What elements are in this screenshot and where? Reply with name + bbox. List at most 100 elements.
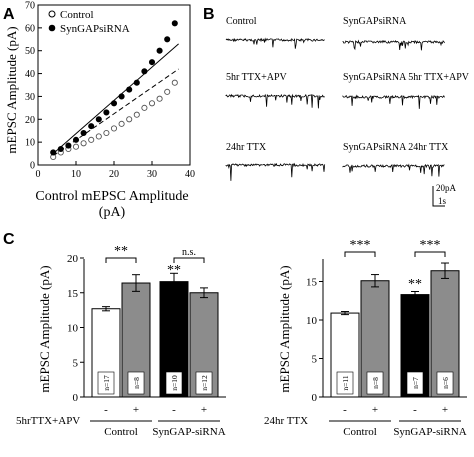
syngap-point [57, 145, 64, 153]
y-tick-label: 60 [25, 23, 35, 34]
n-label: n=6 [441, 377, 450, 389]
panel-letter-b: B [203, 6, 215, 23]
mepsc-trace [225, 93, 325, 109]
y-tick-label: 20 [67, 253, 79, 265]
n-label: n=17 [102, 375, 111, 391]
x-tick-label: 0 [36, 169, 41, 180]
significance-label: *** [420, 238, 441, 253]
legend-marker-syngap [48, 24, 56, 32]
scale-bar-amplitude: 20pA [436, 183, 457, 193]
panel-c-left-treatment-label: 5hrTTX+APV [16, 415, 80, 427]
n-label-box [406, 371, 424, 395]
syngap-point [141, 68, 148, 75]
legend-label-syngap: SynGAPsiRNA [60, 23, 130, 35]
control-point [156, 95, 163, 102]
syngap-point [95, 116, 102, 123]
treatment-mark: - [413, 404, 417, 416]
legend-label-control: Control [60, 9, 94, 21]
control-point [80, 140, 87, 147]
y-tick-label: 5 [312, 354, 318, 366]
mepsc-trace [342, 39, 445, 51]
panel-c-right-bar-chart: 0 5 10 15 n=11 - n=8 + n=7 - n=6 + Control SynGAP-siR… [306, 238, 467, 438]
control-point [171, 79, 178, 86]
x-tick-label: 10 [71, 169, 81, 180]
syngap-point [110, 100, 118, 107]
control-point [88, 136, 95, 143]
n-label: n=8 [371, 377, 380, 389]
treatment-mark: - [172, 404, 176, 416]
panel-a-x-axis-label-line2: (pA) [99, 205, 126, 220]
y-tick-label: 50 [25, 46, 35, 57]
mepsc-trace [225, 37, 325, 49]
syngap-point [80, 129, 87, 137]
n-label: n=12 [200, 375, 209, 391]
y-tick-label: 15 [306, 277, 318, 289]
fit-line-solid [52, 43, 179, 154]
y-tick-label: 40 [25, 69, 35, 80]
trace-label-control-24hr: 24hr TTX [226, 142, 267, 153]
treatment-mark: - [343, 404, 347, 416]
control-point [103, 129, 110, 137]
panel-c-right-treatment-label: 24hr TTX [264, 415, 308, 427]
panel-a-x-ticks: 0 10 20 30 40 [36, 161, 195, 180]
significance-bracket [344, 251, 376, 257]
panel-a-y-axis-label: mEPSC Amplitude (pA) [4, 26, 19, 153]
y-tick-label: 20 [25, 115, 35, 126]
treatment-mark: - [104, 404, 108, 416]
syngap-point [133, 79, 140, 86]
syngap-point [118, 93, 125, 100]
syngap-point [88, 123, 95, 130]
scale-bar [432, 186, 445, 207]
trace-label-syngap-5hr: SynGAPsiRNA 5hr TTX+APV [343, 72, 470, 83]
mepsc-trace [225, 162, 326, 181]
trace-label-control-5hr: 5hr TTX+APV [226, 72, 288, 83]
syngap-point [72, 136, 80, 143]
significance-above-bar: ** [167, 263, 181, 278]
panel-b-traces: Control SynGAPsiRNA 5hr TTX+APV SynGAPsi… [225, 16, 470, 207]
n-label: n=11 [341, 375, 350, 390]
control-point [118, 120, 125, 127]
y-tick-label: 10 [67, 323, 79, 335]
panel-c-left-y-axis-label: mEPSC Amplitude (pA) [37, 265, 52, 392]
panel-a-points [50, 20, 178, 161]
trace-label-syngap: SynGAPsiRNA [343, 16, 407, 27]
legend-marker-control [48, 10, 56, 18]
syngap-point [126, 86, 133, 93]
n-label: n=7 [411, 377, 420, 389]
syngap-point [164, 36, 171, 43]
control-point [110, 125, 118, 132]
x-tick-label: 40 [185, 169, 195, 180]
significance-label: n.s. [182, 247, 196, 258]
n-label-box [366, 371, 384, 395]
n-label-box [195, 371, 213, 395]
panel-b-trace-group [225, 37, 445, 181]
panel-letter-c: C [3, 231, 15, 248]
significance-bracket [173, 257, 205, 263]
y-tick-label: 15 [67, 288, 79, 300]
scale-bar-time: 1s [438, 196, 447, 206]
syngap-point [65, 142, 72, 149]
fit-line-dashed [52, 68, 179, 157]
significance-bracket [105, 257, 137, 263]
x-tick-label: 20 [109, 169, 119, 180]
treatment-mark: + [442, 404, 448, 416]
group-label: Control [343, 426, 377, 438]
treatment-mark: + [133, 404, 139, 416]
treatment-mark: + [201, 404, 207, 416]
n-label-box [97, 371, 115, 395]
mepsc-trace [342, 163, 445, 177]
y-tick-label: 30 [25, 92, 35, 103]
control-point [141, 104, 148, 111]
panel-c-left-bar-chart: 0 5 10 15 20 n=17 - n=8 + n=10 - n=12 + Control SynGAP… [67, 244, 226, 438]
n-label-box [127, 371, 145, 395]
syngap-point [50, 149, 57, 156]
control-point [95, 133, 102, 140]
mepsc-trace [342, 94, 445, 109]
syngap-point [156, 47, 163, 54]
x-tick-label: 30 [147, 169, 157, 180]
control-point [164, 88, 171, 95]
n-label: n=8 [132, 377, 141, 389]
significance-label: ** [114, 244, 128, 259]
panel-letter-a: A [3, 6, 15, 23]
